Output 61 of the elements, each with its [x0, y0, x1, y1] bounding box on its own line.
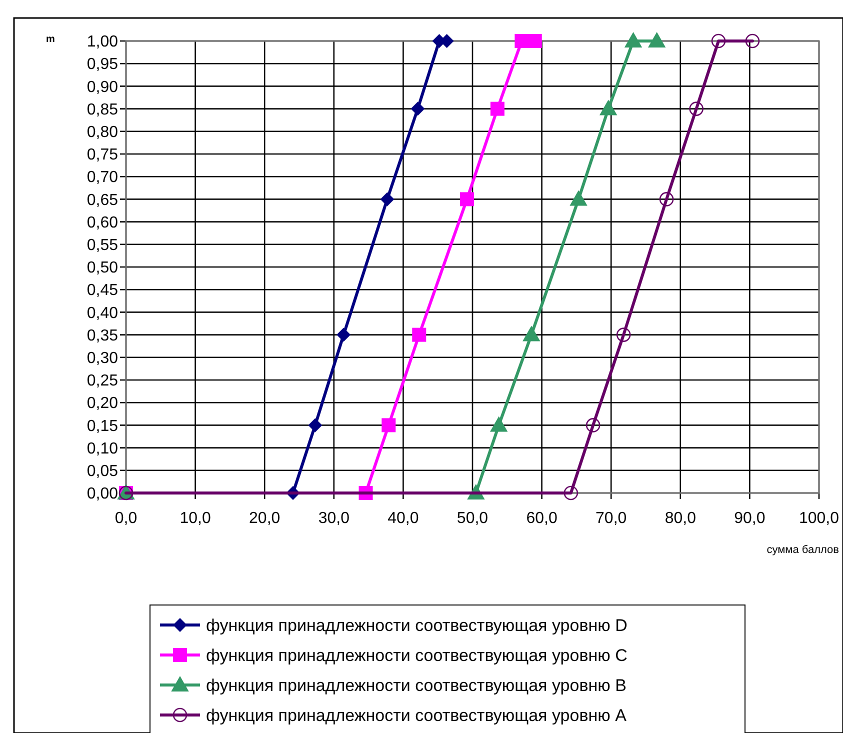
- point: [711, 34, 726, 48]
- y-tick-label: 0,05: [86, 463, 118, 480]
- x-tick-label: 70,0: [596, 510, 627, 527]
- point: [514, 34, 529, 48]
- point: [528, 34, 542, 48]
- y-tick-label: 0,10: [86, 440, 118, 458]
- x-tick-label: 100,0: [798, 510, 840, 527]
- y-tick-label: 0,35: [86, 327, 118, 344]
- y-tick-label: 0,00: [86, 486, 118, 503]
- y-tick-label: 0,20: [86, 395, 118, 412]
- x-tick-label: 40,0: [388, 510, 419, 527]
- point: [570, 190, 588, 206]
- x-tick-label: 10,0: [180, 510, 211, 527]
- point: [460, 192, 474, 206]
- y-tick-label: 0,25: [86, 372, 118, 390]
- point: [689, 102, 704, 116]
- y-tick-label: 0,60: [86, 214, 118, 232]
- y-tick-label: 0,95: [86, 56, 118, 74]
- point: [382, 418, 396, 432]
- point: [308, 418, 322, 432]
- y-axis-title: m: [46, 34, 55, 45]
- legend-label: функция принадлежности соотвествующая уровню A: [206, 706, 628, 725]
- y-tick-label: 0,55: [86, 237, 118, 254]
- point: [522, 326, 540, 342]
- y-tick-label: 0,65: [86, 192, 118, 209]
- y-tick-label: 0,85: [86, 101, 118, 118]
- x-tick-label: 90,0: [734, 510, 766, 527]
- point: [336, 328, 351, 342]
- point: [490, 102, 504, 116]
- point: [490, 416, 508, 432]
- point: [600, 100, 617, 116]
- y-tick-label: 0,70: [86, 169, 118, 186]
- point: [412, 328, 426, 342]
- point: [564, 486, 578, 500]
- x-tick-label: 50,0: [456, 510, 488, 527]
- x-tick-label: 80,0: [664, 510, 696, 527]
- point: [648, 32, 666, 48]
- x-tick-label: 60,0: [526, 510, 558, 527]
- point: [410, 102, 425, 116]
- point: [624, 32, 642, 48]
- x-tick-label: 30,0: [318, 510, 350, 527]
- y-tick-label: 1,00: [86, 34, 118, 51]
- y-tick-label: 0,45: [86, 282, 118, 300]
- y-tick-label: 0,90: [86, 78, 118, 96]
- point: [745, 34, 760, 48]
- legend-label: функция принадлежности соотвествующая уровню D: [206, 616, 628, 635]
- y-tick-label: 0,15: [86, 418, 118, 435]
- legend-label: функция принадлежности соотвествующая уровню C: [206, 646, 628, 665]
- legend-label: функция принадлежности соотвествующая уровню B: [206, 676, 626, 695]
- x-tick-label: 20,0: [249, 510, 280, 527]
- y-tick-label: 0,80: [86, 124, 118, 141]
- y-tick-label: 0,30: [86, 350, 118, 367]
- x-axis-title: сумма баллов: [766, 544, 840, 556]
- y-tick-label: 0,40: [86, 304, 118, 322]
- point: [616, 328, 631, 342]
- point: [586, 418, 600, 432]
- point: [659, 192, 674, 206]
- x-tick-label: 0,0: [114, 510, 138, 527]
- y-tick-label: 0,75: [86, 146, 118, 164]
- y-tick-label: 0,50: [86, 260, 118, 277]
- point: [380, 192, 394, 206]
